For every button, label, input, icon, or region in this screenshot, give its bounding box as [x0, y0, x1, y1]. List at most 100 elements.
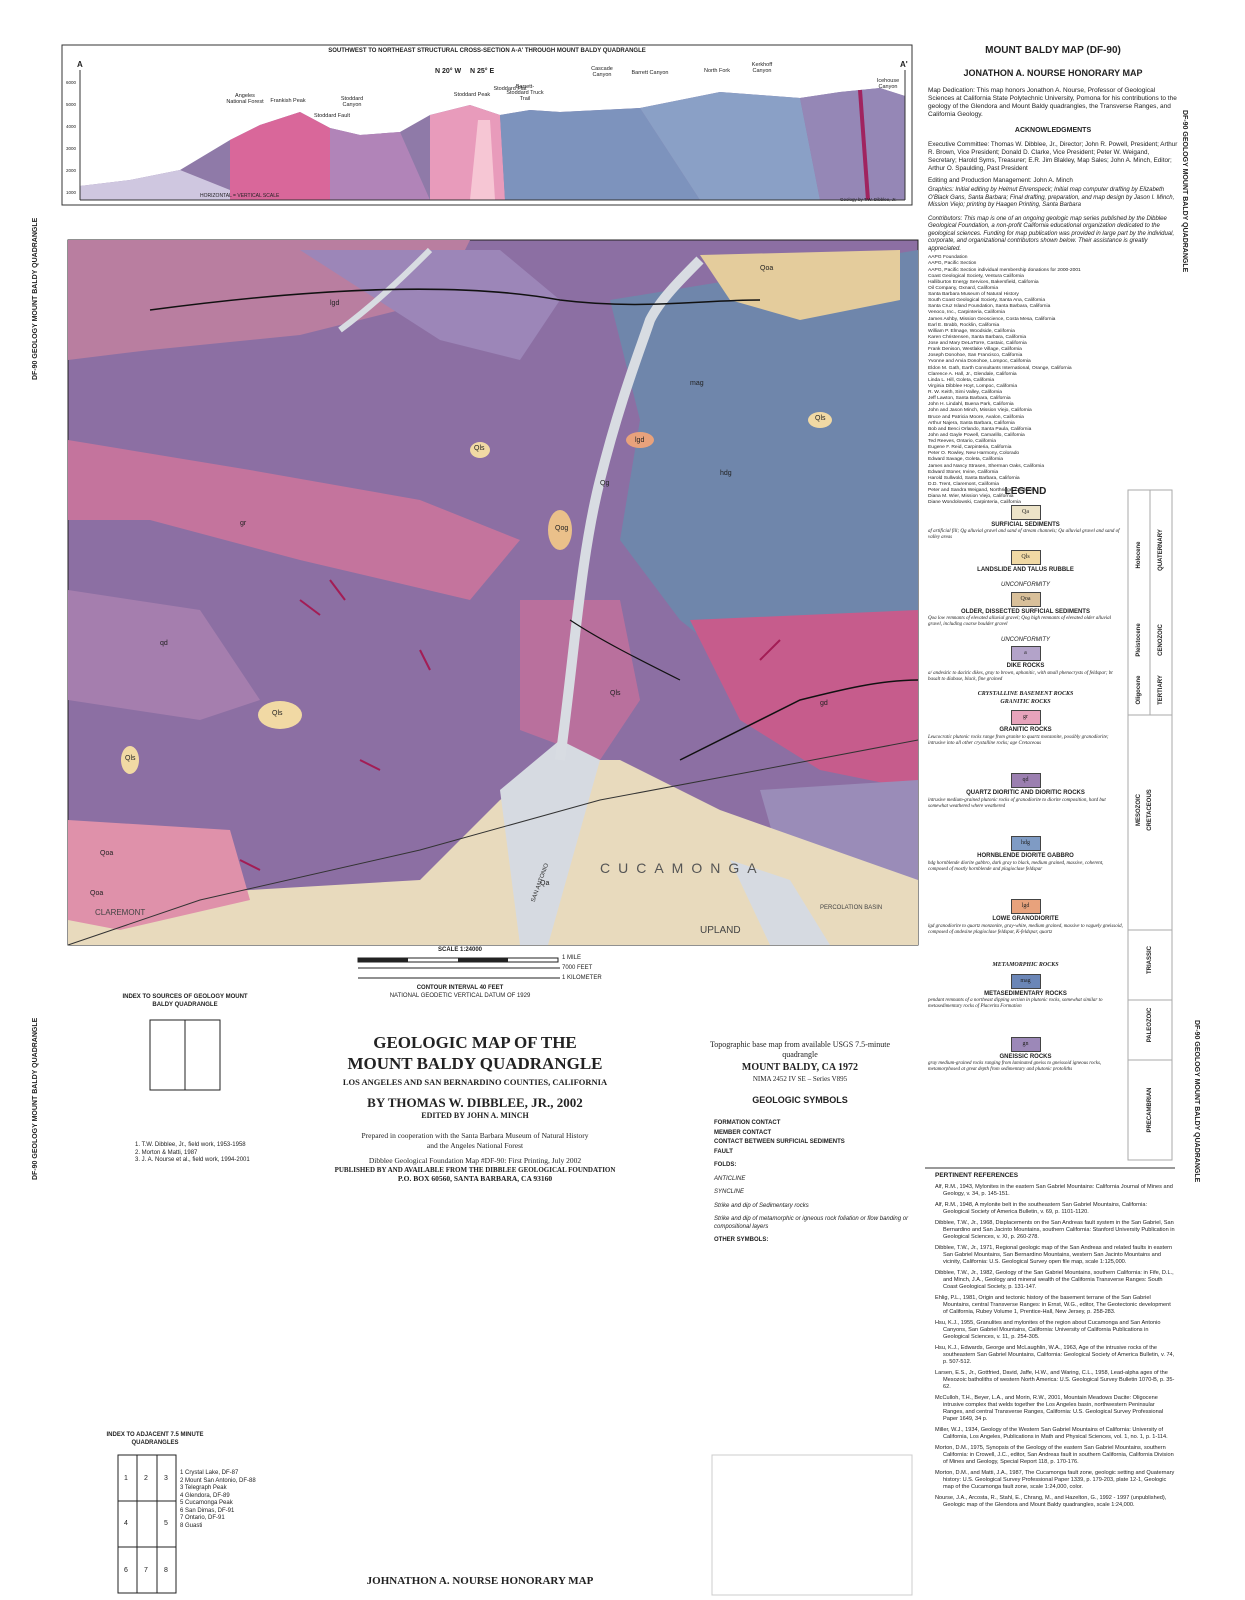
- contributor: D.D. Trent, Claremont, California: [928, 481, 999, 487]
- adjacent-quad: 8 Guasti: [180, 1522, 203, 1529]
- age-label: TERTIARY: [1158, 675, 1164, 705]
- contributor: James Ashby, Mission Geoscience, Costa M…: [928, 316, 1056, 322]
- unit-label: lgd: [330, 300, 340, 307]
- contributor: John and Gayle Powell, Camarillo, Califo…: [928, 432, 1025, 438]
- legend-swatch: hdg: [1010, 836, 1041, 851]
- age-label: MESOZOIC: [1136, 793, 1142, 827]
- adjacent-grid: [117, 1454, 177, 1594]
- contributor: Santa Barbara Museum of Natural History: [928, 292, 1019, 298]
- credit: Geology by T.W. Dibblee, Jr.: [840, 197, 897, 202]
- symbols-frame: [711, 1454, 913, 1596]
- legend-text: intrusive medium-grained plutonic rocks …: [928, 797, 1106, 809]
- contributor: Santa Cruz Island Foundation, Santa Barb…: [928, 304, 1051, 310]
- contributor: Clarence A. Hall, Jr., Glendale, Califor…: [928, 371, 1017, 377]
- title: GEOLOGIC MAP OF THE: [373, 1033, 577, 1052]
- legend-name: METASEDIMENTARY ROCKS: [984, 990, 1067, 997]
- contributor: Jose and Mary DeLaTorre, Castaic, Califo…: [928, 341, 1027, 347]
- legend-row: lgd LOWE GRANODIORITE lgd granodiorite to …: [928, 899, 1123, 936]
- legend-swatch: a: [1010, 646, 1041, 661]
- graphics: Graphics: Initial editing by Helmut Ehre…: [928, 187, 1175, 209]
- legend: LEGEND Qa SURFICIAL SEDIMENTS af artificia…: [928, 486, 1123, 1100]
- contributor: Eugene F. Reid, Carpinteria, California: [928, 445, 1012, 451]
- symbol-entry: Strike and dip of Sedimentary rocks: [714, 1202, 809, 1209]
- contributor: Arthur Najera, Santa Barbara, California: [928, 420, 1015, 426]
- legend-text: gray medium-grained rocks ranging from l…: [928, 1061, 1102, 1073]
- legend-text: Leucocratic plutonic rocks range from gr…: [928, 734, 1109, 746]
- source: 3. J. A. Nourse et al., field work, 1994…: [135, 1157, 250, 1163]
- grid-number: 8: [164, 1567, 168, 1574]
- age-label: Pleistocene: [1136, 623, 1142, 657]
- section-feature: Cascade Canyon: [591, 66, 613, 78]
- contributor: James and Nancy Strasen, Sherman Oaks, C…: [928, 463, 1045, 469]
- committee: Executive Committee: Thomas W. Dibblee, …: [928, 141, 1178, 172]
- legend-row: Qoa OLDER, DISSECTED SURFICIAL SEDIMENTS Q…: [928, 591, 1123, 629]
- grid-number: 1: [124, 1475, 128, 1482]
- adjacent-quad: 5 Cucamonga Peak: [180, 1500, 233, 1506]
- symbol-entry: FOLDS:: [714, 1162, 737, 1168]
- reference: McCulloh, T.H., Beyer, L.A., and Morin, …: [935, 1394, 1164, 1422]
- section-bend: N 20° W: [435, 68, 462, 75]
- author: BY THOMAS W. DIBBLEE, JR., 2002: [367, 1095, 583, 1111]
- side-label: DF-90 GEOLOGY MOUNT BALDY QUADRANGLE: [32, 217, 39, 380]
- fine-print: [320, 1178, 620, 1248]
- legend-swatch: lgd: [1010, 899, 1041, 914]
- reference: Dibblee, T.W., Jr., 1968, Displacements …: [935, 1220, 1175, 1241]
- datum: NATIONAL GEODETIC VERTICAL DATUM OF 1929: [389, 993, 531, 999]
- place-label: PERCOLATION BASIN: [820, 905, 883, 911]
- scale-note: HORIZONTAL = VERTICAL SCALE: [200, 193, 280, 199]
- cross-section-title: SOUTHWEST TO NORTHEAST STRUCTURAL CROSS-…: [328, 48, 646, 54]
- symbol-entry: MEMBER CONTACT: [714, 1129, 772, 1136]
- grid-number: 4: [124, 1520, 128, 1527]
- side-label: DF-90 GEOLOGY MOUNT BALDY QUADRANGLE: [1193, 1020, 1200, 1183]
- section-feature: Barrett Canyon: [631, 70, 669, 76]
- legend-swatch: gr: [1010, 710, 1041, 725]
- reference: Nourse, J.A., Arcosta, R., Stahl, E., Ch…: [935, 1494, 1167, 1508]
- unit-label: Qoa: [100, 850, 114, 857]
- contributor: Karen Christensen, Santa Barbara, Califo…: [928, 334, 1027, 340]
- adjacent-quad: 7 Ontario, DF-91: [180, 1515, 225, 1521]
- contributor: Eldon M. Gath, Earth Consultants Interna…: [928, 365, 1072, 371]
- unit-label: mag: [690, 380, 704, 387]
- contributor: Earl E. Brabb, Rocklin, California: [928, 322, 1000, 328]
- contributor: Ted Reeves, Ontario, California: [928, 439, 996, 445]
- legend-name: LOWE GRANODIORITE: [992, 916, 1059, 922]
- legend-row: gn GNEISSIC ROCKS gray medium-grained rock…: [928, 1036, 1123, 1074]
- grid-number: 2: [144, 1475, 148, 1482]
- unit-label: Qls: [272, 710, 283, 717]
- group-heading: METAMORPHIC ROCKS: [992, 962, 1059, 968]
- map-id: MOUNT BALDY MAP (DF-90): [985, 45, 1121, 56]
- place-label: CLAREMONT: [95, 908, 146, 917]
- unit-label: Qog: [555, 525, 569, 532]
- reference-list: Alf, R.M., 1943, Mylonites in the easter…: [935, 1184, 1175, 1508]
- side-label: DF-90 GEOLOGY MOUNT BALDY QUADRANGLE: [1181, 110, 1188, 273]
- legend-row: Qa SURFICIAL SEDIMENTS af artificial fill;…: [928, 504, 1123, 542]
- contributor: Bruce and Patricia Moore, Avalon, Califo…: [928, 414, 1024, 420]
- grid-number: 5: [164, 1520, 168, 1527]
- contributor: Bob and Benci Orlando, Santa Paula, Cali…: [928, 426, 1032, 432]
- age-label: PRECAMBRIAN: [1147, 1087, 1153, 1133]
- topo: Topographic base map from available USGS…: [709, 1040, 891, 1059]
- contributor: Jeff Lawton, Santa Barbara, California: [928, 396, 1011, 402]
- contributor: Edward Savage, Goleta, California: [928, 457, 1004, 463]
- reference: Hsu, K.J., 1955, Granulites and mylonite…: [935, 1319, 1161, 1340]
- age-label: TRIASSIC: [1147, 945, 1153, 975]
- contributor: R. W. Keith, Simi Valley, California: [928, 390, 1003, 396]
- reference: Miller, W.J., 1934, Geology of the Weste…: [935, 1426, 1168, 1440]
- contributor: Oil Company, Oxnard, California: [928, 285, 999, 291]
- published: PUBLISHED BY AND AVAILABLE FROM THE DIBB…: [334, 1165, 616, 1174]
- title-block: GEOLOGIC MAP OF THE MOUNT BALDY QUADRANG…: [330, 1032, 620, 1184]
- references-heading: PERTINENT REFERENCES: [935, 1172, 1019, 1179]
- contributor: AAPG, Pacific Section: [928, 261, 977, 267]
- scale-unit: 1 KILOMETER: [562, 975, 602, 981]
- adjacent-quad: 2 Mount San Antonio, DF-88: [180, 1477, 256, 1484]
- side-label: DF-90 GEOLOGY MOUNT BALDY QUADRANGLE: [32, 1017, 39, 1180]
- adjacent-quad: 3 Telegraph Peak: [180, 1485, 227, 1491]
- reference: Morton, D.M., 1975, Synopsis of the Geol…: [935, 1444, 1174, 1465]
- legend-name: LANDSLIDE AND TALUS RUBBLE: [977, 566, 1074, 573]
- contributor: Joseph Donohoe, San Francisco, Californi…: [928, 353, 1023, 359]
- grid-number: 6: [124, 1567, 128, 1574]
- contributor: Edward Stoner, Irvine, California: [928, 469, 999, 475]
- honorary-footer: JOHNATHON A. NOURSE HONORARY MAP: [366, 1575, 594, 1587]
- age-label: Oligocene: [1136, 675, 1142, 705]
- legend-text: lgd granodiorite to quartz monzonite, gr…: [928, 923, 1123, 935]
